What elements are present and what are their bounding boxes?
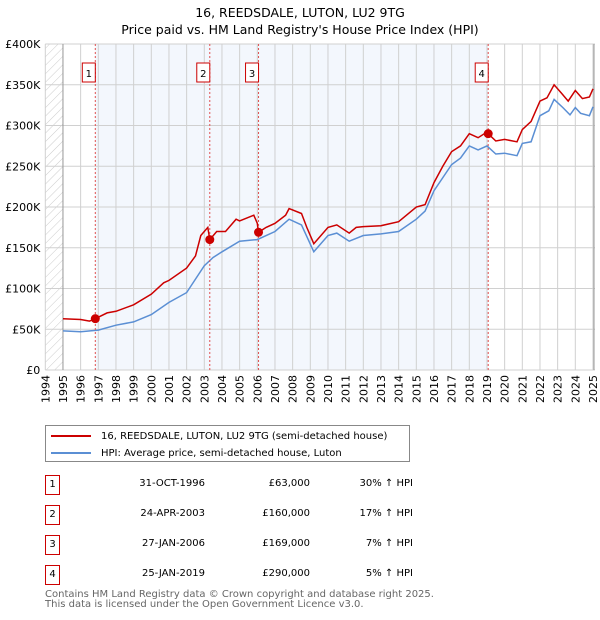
y-tick-label: £200K <box>5 201 41 214</box>
x-tick-label: 1996 <box>75 375 88 403</box>
footer-licence: This data is licensed under the Open Gov… <box>45 599 364 610</box>
x-tick-label: 1997 <box>92 375 105 403</box>
x-tick-label: 2021 <box>516 375 529 403</box>
legend-item-hpi: HPI: Average price, semi-detached house,… <box>51 445 342 461</box>
y-tick-label: £400K <box>5 38 41 51</box>
x-tick-label: 1995 <box>57 375 70 403</box>
legend-swatch-red <box>51 435 91 437</box>
y-tick-label: £50K <box>12 323 41 336</box>
sale-label: 3 <box>249 69 255 80</box>
x-tick-label: 2018 <box>463 375 476 403</box>
y-tick-label: £250K <box>5 160 41 173</box>
x-tick-label: 2009 <box>304 375 317 403</box>
sale-number: 1 <box>45 475 60 495</box>
sale-label: 1 <box>86 69 92 80</box>
sale-date: 24-APR-2003 <box>140 508 205 519</box>
hpi-line <box>62 98 594 333</box>
sale-label-box <box>474 62 489 83</box>
sale-number: 4 <box>45 565 60 585</box>
x-tick-label: 1994 <box>39 375 52 403</box>
sale-number: 2 <box>45 505 60 525</box>
sale-label: 4 <box>479 69 485 80</box>
sale-price: £290,000 <box>262 568 310 579</box>
legend-label: HPI: Average price, semi-detached house,… <box>101 447 342 459</box>
x-tick-label: 2001 <box>163 375 176 403</box>
x-tick-label: 2019 <box>481 375 494 403</box>
x-tick-label: 2002 <box>181 375 194 403</box>
sale-hpi-diff: 30% ↑ HPI <box>359 478 413 489</box>
y-tick-label: £0 <box>26 364 40 377</box>
x-tick-label: 2023 <box>552 375 565 403</box>
y-tick-label: £300K <box>5 120 41 133</box>
title-line-1: 16, REEDSDALE, LUTON, LU2 9TG <box>195 5 405 20</box>
x-tick-label: 2025 <box>587 375 600 403</box>
x-tick-label: 2004 <box>216 375 229 403</box>
table-row: 2 24-APR-2003 £160,000 17% ↑ HPI <box>45 505 445 525</box>
sale-date: 25-JAN-2019 <box>141 568 205 579</box>
x-tick-label: 2003 <box>198 375 211 403</box>
sale-number: 3 <box>45 535 60 555</box>
sale-date: 27-JAN-2006 <box>141 538 205 549</box>
sale-hpi-diff: 7% ↑ HPI <box>365 538 413 549</box>
y-tick-label: £150K <box>5 242 41 255</box>
x-tick-label: 2015 <box>410 375 423 403</box>
sale-hpi-diff: 5% ↑ HPI <box>365 568 413 579</box>
x-tick-label: 2012 <box>357 375 370 403</box>
footer-copyright: Contains HM Land Registry data © Crown c… <box>45 589 434 600</box>
price-chart: 1994 1995 1996 1997 1998 1999 2000 2001 2002 2003… <box>5 38 600 403</box>
sale-point <box>483 129 493 139</box>
sale-point <box>254 227 264 237</box>
x-tick-label: 2024 <box>569 375 582 403</box>
property-price-line <box>62 83 594 322</box>
x-tick-label: 2008 <box>287 375 300 403</box>
x-tick-label: 2000 <box>145 375 158 403</box>
table-row: 1 31-OCT-1996 £63,000 30% ↑ HPI <box>45 475 445 495</box>
table-row: 3 27-JAN-2006 £169,000 7% ↑ HPI <box>45 535 445 555</box>
x-tick-label: 1998 <box>110 375 123 403</box>
legend-swatch-blue <box>51 452 91 454</box>
sale-price: £160,000 <box>262 508 310 519</box>
x-tick-label: 2011 <box>340 375 353 403</box>
sale-hpi-diff: 17% ↑ HPI <box>359 508 413 519</box>
x-tick-label: 2006 <box>251 375 264 403</box>
x-tick-label: 2007 <box>269 375 282 403</box>
sale-point <box>205 235 215 245</box>
y-tick-label: £350K <box>5 79 41 92</box>
x-tick-label: 2020 <box>499 375 512 403</box>
x-tick-label: 2014 <box>393 375 406 403</box>
legend: 16, REEDSDALE, LUTON, LU2 9TG (semi-deta… <box>45 425 410 462</box>
sale-label-box <box>81 62 96 83</box>
footer: Contains HM Land Registry data © Crown c… <box>45 590 434 610</box>
sale-point <box>90 314 100 324</box>
x-tick-label: 2005 <box>234 375 247 403</box>
sale-price: £169,000 <box>262 538 310 549</box>
x-tick-label: 2016 <box>428 375 441 403</box>
sale-label-box <box>196 62 211 83</box>
x-tick-label: 2010 <box>322 375 335 403</box>
sale-label-box <box>245 62 260 83</box>
table-row: 4 25-JAN-2019 £290,000 5% ↑ HPI <box>45 565 445 585</box>
x-tick-label: 2017 <box>446 375 459 403</box>
sale-date: 31-OCT-1996 <box>139 478 205 489</box>
y-tick-label: £100K <box>5 283 41 296</box>
legend-item-property: 16, REEDSDALE, LUTON, LU2 9TG (semi-deta… <box>51 428 387 444</box>
title-line-2: Price paid vs. HM Land Registry's House … <box>121 22 479 37</box>
sale-price: £63,000 <box>268 478 310 489</box>
x-tick-label: 2022 <box>534 375 547 403</box>
legend-label: 16, REEDSDALE, LUTON, LU2 9TG (semi-deta… <box>101 430 388 442</box>
chart-title: 16, REEDSDALE, LUTON, LU2 9TG Price paid… <box>0 4 600 38</box>
x-tick-label: 2013 <box>375 375 388 403</box>
sale-label: 2 <box>200 69 206 80</box>
x-tick-label: 1999 <box>128 375 141 403</box>
